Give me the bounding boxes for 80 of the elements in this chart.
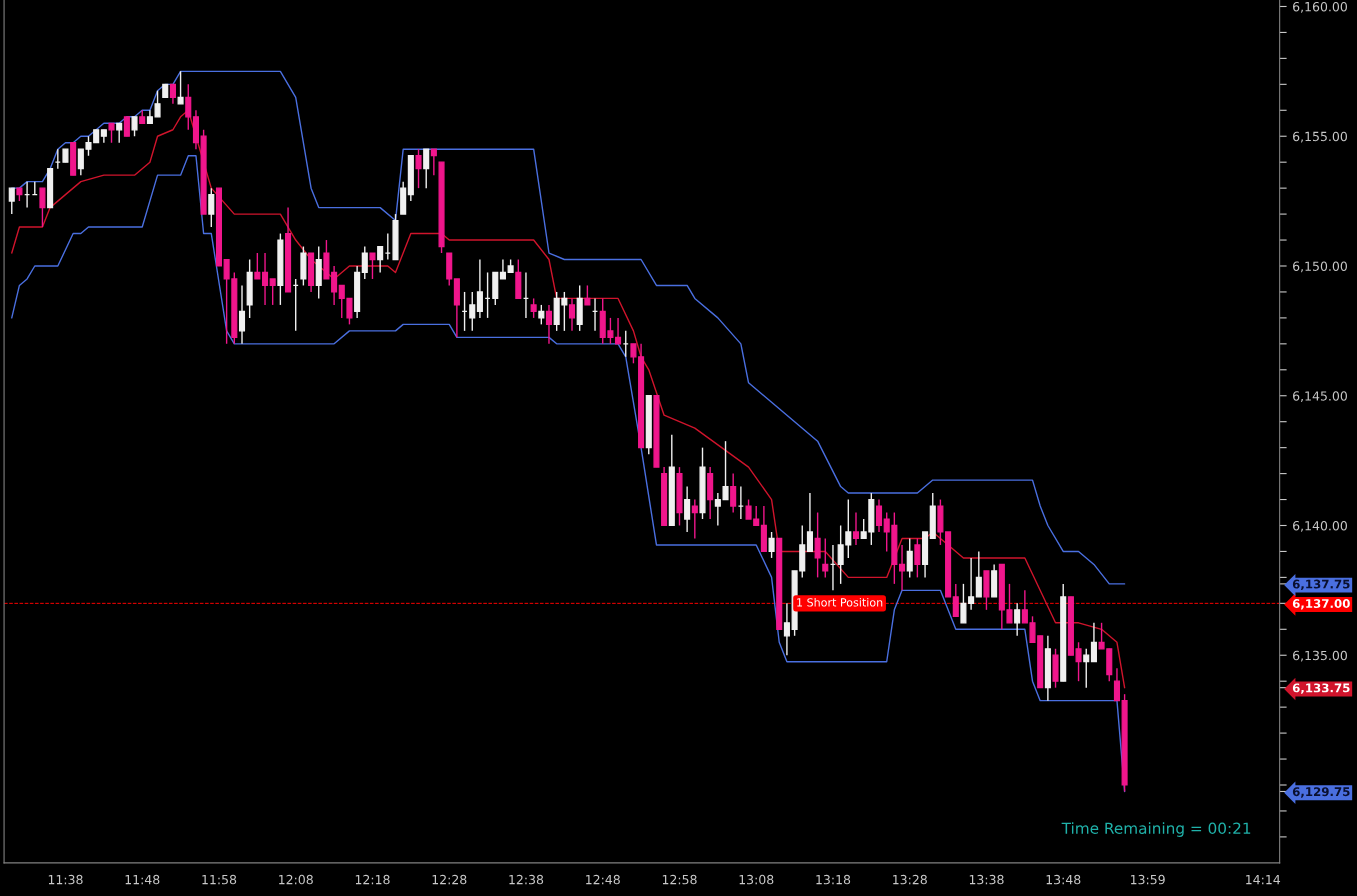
candlestick [852, 511, 860, 546]
candlestick [768, 531, 775, 559]
candlestick [783, 602, 790, 656]
candlestick [814, 511, 821, 579]
candlestick [914, 537, 921, 579]
candlestick [430, 148, 437, 176]
x-tick-label: 12:18 [355, 874, 390, 885]
candlestick [615, 317, 622, 345]
candlestick [469, 291, 476, 332]
y-tick-label: 6,160.00 [1293, 1, 1347, 13]
x-tick-label: 11:48 [125, 874, 160, 885]
y-tick-label: 6,140.00 [1293, 520, 1347, 532]
candlestick [568, 297, 576, 332]
candlestick [875, 498, 883, 533]
candlestick [254, 252, 261, 280]
candlestick [1113, 667, 1120, 702]
y-tick-label: 6,129.75 [1292, 787, 1350, 798]
candlestick [584, 284, 591, 306]
x-tick-label: 13:08 [739, 874, 774, 885]
candlestick [530, 297, 537, 319]
x-tick-label: 13:18 [816, 874, 851, 885]
candlestick [968, 557, 975, 611]
candlestick [1014, 602, 1021, 637]
y-tick-label: 6,150.00 [1293, 261, 1347, 273]
candlestick [238, 284, 246, 345]
candlestick [415, 148, 422, 189]
y-tick-label: 6,137.75 [1292, 579, 1350, 591]
annotation: Time Remaining = 00:21 [1061, 822, 1251, 837]
candlestick [331, 265, 338, 306]
candlestick [377, 245, 384, 274]
candlestick [1083, 648, 1090, 689]
x-tick-label: 12:28 [432, 874, 467, 885]
candlestick [499, 258, 506, 280]
x-tick-label: 14:14 [1246, 875, 1281, 885]
y-tick-label: 6,137.00 [1292, 599, 1350, 610]
x-tick-label: 13:48 [1046, 874, 1081, 885]
x-tick-label: 12:48 [586, 874, 620, 885]
candlestick [208, 187, 215, 228]
x-tick-label: 12:08 [279, 874, 313, 885]
y-tick-label: 6,145.00 [1293, 391, 1347, 402]
y-tick-label: 6,155.00 [1293, 131, 1347, 143]
candlestick [269, 278, 276, 306]
candlestick [538, 304, 545, 326]
candlestick [1090, 622, 1097, 663]
candlestick [261, 252, 269, 306]
candlestick [177, 70, 184, 105]
candlestick [39, 187, 46, 228]
candlestick [960, 583, 967, 624]
x-tick-label: 13:28 [893, 874, 927, 885]
candlestick [545, 304, 553, 345]
candlestick [822, 537, 829, 579]
candlestick [123, 116, 130, 137]
candlestick [423, 148, 430, 189]
candlestick [131, 116, 138, 137]
candlestick [169, 83, 176, 105]
ref-line-label: 1 Short Position [797, 597, 883, 607]
x-tick-label: 13:59 [1130, 874, 1165, 885]
candlestick [952, 583, 959, 618]
candlestick [361, 245, 368, 280]
candlestick [691, 498, 698, 540]
candlestick [369, 252, 376, 280]
candlestick [906, 537, 913, 579]
candlestick [8, 187, 15, 215]
candlestick [108, 122, 115, 144]
y-tick-label: 6,135.00 [1293, 650, 1347, 662]
line-series [11, 155, 1126, 793]
candlestick [116, 122, 123, 144]
candlestick [684, 485, 691, 533]
candlestick [898, 544, 906, 592]
x-tick-label: 12:38 [509, 874, 544, 885]
candlestick [975, 550, 982, 598]
y-tick-label: 6,133.75 [1292, 683, 1350, 694]
candlestick [806, 492, 813, 553]
candlestick [730, 472, 737, 514]
x-tick-label: 11:38 [48, 874, 83, 885]
candlestick [185, 83, 192, 131]
x-tick-label: 13:38 [969, 874, 1004, 885]
x-tick-label: 11:58 [202, 874, 237, 885]
candlestick [476, 258, 483, 319]
x-tick-label: 12:58 [662, 874, 697, 885]
